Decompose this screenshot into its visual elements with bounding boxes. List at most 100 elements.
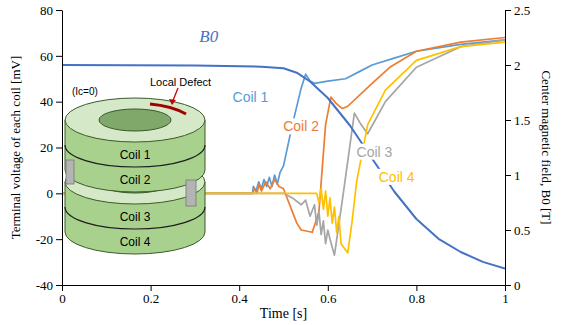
tick-label: 0 [47,186,54,201]
coil-joint [66,160,74,184]
tick-mark [416,285,417,291]
label-background [377,169,417,185]
tick-label: 40 [40,94,53,109]
tick-label: 0 [59,291,66,306]
tick-mark [505,175,511,176]
tick: 1 [505,168,521,183]
series-label-group: Coil 3 [355,144,395,160]
tick-label: 0.4 [232,291,249,306]
coil-label: Coil 4 [120,235,151,249]
series-label-group: Coil 4 [377,169,417,185]
tick: 0.5 [505,223,530,238]
series-line [62,42,505,253]
tick: 0 [47,186,63,201]
tick-label: 20 [40,140,53,155]
tick: -20 [36,232,62,247]
axis-line [62,11,63,286]
coil-label: Coil 2 [120,173,151,187]
tick-mark [505,120,511,121]
series-label: Coil 2 [283,118,319,134]
label-background [355,144,395,160]
tick-label: 0.2 [143,291,159,306]
tick-label: 0.8 [409,291,425,306]
defect-mark [150,104,186,114]
tick-mark [239,285,240,291]
tick-mark [56,10,62,11]
label-background [281,118,321,134]
tick-label: 1.5 [514,113,530,128]
coil-joint [186,180,196,206]
coil-top [65,98,205,142]
tick: 2.5 [505,3,530,18]
tick-mark [505,285,511,286]
series-line [62,38,505,233]
coil-divider [65,207,205,229]
coil-diagram: Coil 3 Coil 4 Coil 1 Coil 2 Local Defect (Ic=… [65,76,211,254]
tick: 80 [40,3,62,18]
tick: 1.5 [505,113,530,128]
label-background [231,89,271,105]
tick-mark [56,148,62,149]
tick-label: -40 [36,278,53,293]
coil-stack: Coil 1 Coil 2 [65,98,205,192]
series-label-group: Coil 2 [281,118,321,134]
tick: 0.6 [320,285,337,306]
series-label: Coil 3 [357,144,393,160]
series-label: Coil 4 [379,169,415,185]
tick-label: 0 [514,278,521,293]
axis-line [505,11,506,286]
tick-mark [151,285,152,291]
series-line [62,65,505,269]
y-axis: -40 -20 0 20 40 60 80 [36,3,63,293]
y-axis-title: Terminal voltage of each coil [mV] [8,56,23,240]
y2-axis: 0 0.5 1 1.5 2 2.5 [505,3,530,293]
series-line [62,40,505,194]
tick: 0 [505,278,521,293]
tick-label: -20 [36,232,53,247]
tick-mark [328,285,329,291]
tick: -40 [36,278,62,293]
tick-label: 2.5 [514,3,530,18]
chart: 0 0.2 0.4 0.6 0.8 1 -40 -20 0 20 40 60 80 0 0.5 1 1.5 2 2.… [0,0,561,325]
tick-mark [505,230,511,231]
tick-mark [56,56,62,57]
tick-label: 1 [502,291,509,306]
series-label-group: Coil 1 [231,89,271,105]
tick: 0 [59,285,66,306]
x-axis: 0 0.2 0.4 0.6 0.8 1 [59,285,509,306]
tick-mark [56,285,62,286]
tick-label: 0.6 [320,291,337,306]
tick-mark [56,193,62,194]
series-label-group: B0 [197,27,220,46]
tick-label: 0.5 [514,223,530,238]
tick: 0.2 [143,285,159,306]
tick: 40 [40,94,62,109]
series-label: Coil 1 [233,89,269,105]
tick-label: 80 [40,3,53,18]
tick-mark [505,10,511,11]
tick: 60 [40,48,62,63]
coil-bore [99,109,171,131]
tick-label: 60 [40,48,53,63]
y2-axis-title: Center magnetic field, B0 [T] [539,70,554,224]
label-background [197,27,220,46]
tick-mark [56,239,62,240]
plot-lines [62,38,505,269]
annotation: (Ic=0) [72,86,98,97]
tick: 20 [40,140,62,155]
tick: 2 [505,58,521,73]
tick-label: 2 [514,58,521,73]
axis-line [63,285,506,286]
coil-label: Coil 3 [120,210,151,224]
series-label: B0 [199,27,218,46]
coil-label: Coil 1 [120,148,151,162]
tick-mark [62,285,63,291]
tick-mark [56,102,62,103]
annotation: Local Defect [150,76,211,88]
tick: 1 [502,285,509,306]
defect-arrowhead [169,99,176,105]
coil-divider [65,145,205,167]
tick-mark [505,65,511,66]
tick: 0.8 [409,285,425,306]
series-line [62,40,505,255]
